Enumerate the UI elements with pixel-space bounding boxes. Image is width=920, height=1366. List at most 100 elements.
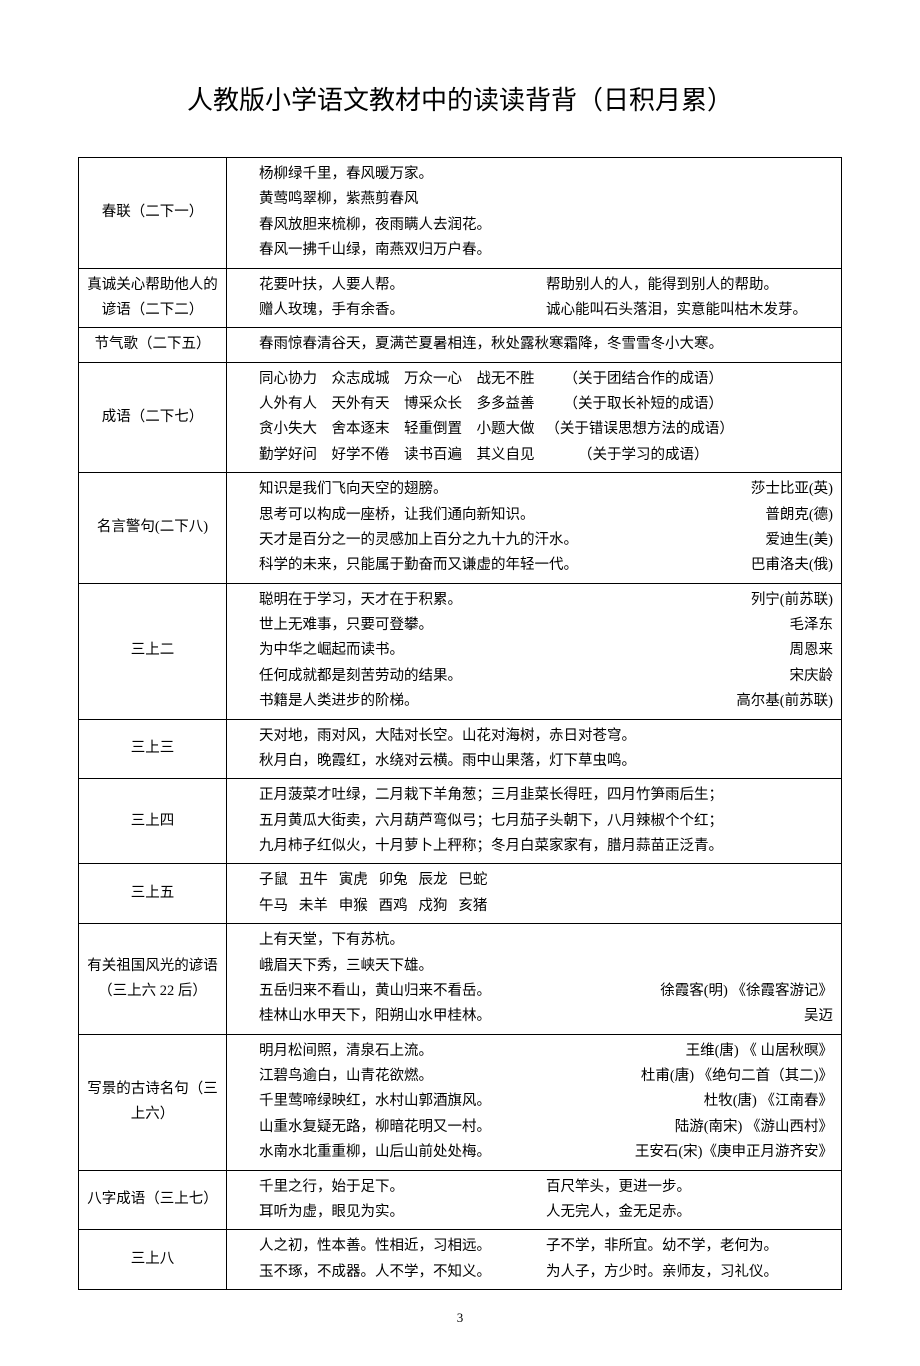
content-line-flex: 五岳归来不看山，黄山归来不看岳。 徐霞客(明) 《徐霞客游记》: [259, 979, 833, 1004]
line-right: 普朗克(德): [765, 503, 833, 528]
line-right: 王安石(宋)《庚申正月游齐安》: [635, 1140, 833, 1165]
content-two-col: 花要叶扶，人要人帮。帮助别人的人，能得到别人的帮助。: [259, 273, 833, 298]
line-right: 巴甫洛夫(俄): [751, 553, 833, 578]
col-right: 帮助别人的人，能得到别人的帮助。: [546, 273, 833, 298]
line-left: 桂林山水甲天下，阳朔山水甲桂林。: [259, 1004, 491, 1029]
table-row: 三上四正月菠菜才吐绿，二月栽下羊角葱；三月韭菜长得旺，四月竹笋雨后生；五月黄瓜大…: [79, 779, 842, 864]
line-right: 毛泽东: [688, 613, 833, 638]
row-content: 明月松间照，清泉石上流。 王维(唐) 《 山居秋暝》江碧鸟逾白，山青花欲燃。 杜甫(…: [227, 1034, 842, 1170]
content-line-flex: 水南水北重重柳，山后山前处处梅。 王安石(宋)《庚申正月游齐安》: [259, 1140, 833, 1165]
content-line: 杨柳绿千里，春风暖万家。: [259, 162, 833, 187]
content-line-flex: 聪明在于学习，天才在于积累。 列宁(前苏联): [259, 588, 833, 613]
line-left: 峨眉天下秀，三峡天下雄。: [259, 954, 433, 979]
row-label: 写景的古诗名句（三上六）: [79, 1034, 227, 1170]
row-content: 杨柳绿千里，春风暖万家。黄莺鸣翠柳，紫燕剪春风春风放胆来梳柳，夜雨瞒人去润花。春…: [227, 158, 842, 269]
row-content: 花要叶扶，人要人帮。帮助别人的人，能得到别人的帮助。赠人玫瑰，手有余香。诚心能叫…: [227, 268, 842, 328]
row-label: 三上二: [79, 583, 227, 719]
line-left: 科学的未来，只能属于勤奋而又谦虚的年轻一代。: [259, 553, 578, 578]
table-row: 真诚关心帮助他人的谚语（二下二）花要叶扶，人要人帮。帮助别人的人，能得到别人的帮…: [79, 268, 842, 328]
content-line-flex: 天才是百分之一的灵感加上百分之九十九的汗水。 爱迪生(美): [259, 528, 833, 553]
row-label: 名言警句(二下八): [79, 473, 227, 584]
row-label: 三上五: [79, 864, 227, 924]
content-line-flex: 世上无难事，只要可登攀。毛泽东: [259, 613, 833, 638]
table-row: 三上三天对地，雨对风，大陆对长空。山花对海树，赤日对苍穹。秋月白，晚霞红，水绕对…: [79, 719, 842, 779]
table-row: 春联（二下一）杨柳绿千里，春风暖万家。黄莺鸣翠柳，紫燕剪春风春风放胆来梳柳，夜雨…: [79, 158, 842, 269]
line-left: 知识是我们飞向天空的翅膀。: [259, 477, 448, 502]
content-table: 春联（二下一）杨柳绿千里，春风暖万家。黄莺鸣翠柳，紫燕剪春风春风放胆来梳柳，夜雨…: [78, 157, 842, 1290]
col-left: 玉不琢，不成器。人不学，不知义。: [259, 1260, 546, 1285]
content-line: 贪小失大 舍本逐末 轻重倒置 小题大做 （关于错误思想方法的成语）: [259, 417, 833, 442]
content-line: 天对地，雨对风，大陆对长空。山花对海树，赤日对苍穹。: [259, 724, 833, 749]
line-right: 陆游(南宋) 《游山西村》: [675, 1115, 833, 1140]
content-line-flex: 为中华之崛起而读书。周恩来: [259, 638, 833, 663]
row-content: 人之初，性本善。性相近，习相远。子不学，非所宜。幼不学，老何为。玉不琢，不成器。…: [227, 1230, 842, 1290]
col-left: 花要叶扶，人要人帮。: [259, 273, 546, 298]
col-right: 百尺竿头，更进一步。: [546, 1175, 833, 1200]
content-line-flex: 书籍是人类进步的阶梯。高尔基(前苏联): [259, 689, 833, 714]
line-right: 徐霞客(明) 《徐霞客游记》: [660, 979, 833, 1004]
content-line: 勤学好问 好学不倦 读书百遍 其义自见 （关于学习的成语）: [259, 443, 833, 468]
row-content: 正月菠菜才吐绿，二月栽下羊角葱；三月韭菜长得旺，四月竹笋雨后生；五月黄瓜大街卖，…: [227, 779, 842, 864]
line-left: 山重水复疑无路，柳暗花明又一村。: [259, 1115, 491, 1140]
line-right: 宋庆龄: [746, 664, 833, 689]
row-label: 成语（二下七）: [79, 362, 227, 473]
col-right: 子不学，非所宜。幼不学，老何为。: [546, 1234, 833, 1259]
row-content: 上有天堂，下有苏杭。峨眉天下秀，三峡天下雄。五岳归来不看山，黄山归来不看岳。 徐霞…: [227, 924, 842, 1035]
content-line: 午马 未羊 申猴 酉鸡 戍狗 亥猪: [259, 894, 833, 919]
col-left: 千里之行，始于足下。: [259, 1175, 546, 1200]
line-right: 莎士比亚(英): [751, 477, 833, 502]
content-line-flex: 任何成就都是刻苦劳动的结果。宋庆龄: [259, 664, 833, 689]
table-row: 节气歌（二下五）春雨惊春清谷天，夏满芒夏暑相连，秋处露秋寒霜降，冬雪雪冬小大寒。: [79, 328, 842, 362]
content-line: 五月黄瓜大街卖，六月葫芦弯似弓；七月茄子头朝下，八月辣椒个个红；: [259, 809, 833, 834]
line-left: 上有天堂，下有苏杭。: [259, 928, 404, 953]
row-label: 真诚关心帮助他人的谚语（二下二）: [79, 268, 227, 328]
content-line-flex: 千里莺啼绿映红，水村山郭酒旗风。杜牧(唐) 《江南春》: [259, 1089, 833, 1114]
line-left: 水南水北重重柳，山后山前处处梅。: [259, 1140, 491, 1165]
line-right: 杜牧(唐) 《江南春》: [704, 1089, 833, 1114]
line-right: 杜甫(唐) 《绝句二首（其二)》: [641, 1064, 833, 1089]
line-left: 聪明在于学习，天才在于积累。: [259, 588, 462, 613]
col-right: 人无完人，金无足赤。: [546, 1200, 833, 1225]
content-line-flex: 桂林山水甲天下，阳朔山水甲桂林。吴迈: [259, 1004, 833, 1029]
content-two-col: 玉不琢，不成器。人不学，不知义。为人子，方少时。亲师友，习礼仪。: [259, 1260, 833, 1285]
table-row: 三上五子鼠 丑牛 寅虎 卯兔 辰龙 巳蛇午马 未羊 申猴 酉鸡 戍狗 亥猪: [79, 864, 842, 924]
line-left: 江碧鸟逾白，山青花欲燃。: [259, 1064, 433, 1089]
col-right: 为人子，方少时。亲师友，习礼仪。: [546, 1260, 833, 1285]
table-row: 名言警句(二下八) 知识是我们飞向天空的翅膀。 莎士比亚(英)思考可以构成一座桥，让…: [79, 473, 842, 584]
row-content: 天对地，雨对风，大陆对长空。山花对海树，赤日对苍穹。秋月白，晚霞红，水绕对云横。…: [227, 719, 842, 779]
content-line-flex: 山重水复疑无路，柳暗花明又一村。 陆游(南宋) 《游山西村》: [259, 1115, 833, 1140]
page-number: 3: [78, 1310, 842, 1326]
content-two-col: 人之初，性本善。性相近，习相远。子不学，非所宜。幼不学，老何为。: [259, 1234, 833, 1259]
line-right: 爱迪生(美): [765, 528, 833, 553]
table-row: 有关祖国风光的谚语（三上六 22 后）上有天堂，下有苏杭。峨眉天下秀，三峡天下雄…: [79, 924, 842, 1035]
row-label: 三上八: [79, 1230, 227, 1290]
line-left: 明月松间照，清泉石上流。: [259, 1039, 433, 1064]
page-title: 人教版小学语文教材中的读读背背（日积月累）: [78, 80, 842, 117]
table-row: 成语（二下七）同心协力 众志成城 万众一心 战无不胜 （关于团结合作的成语）人外…: [79, 362, 842, 473]
content-line-flex: 明月松间照，清泉石上流。 王维(唐) 《 山居秋暝》: [259, 1039, 833, 1064]
line-left: 书籍是人类进步的阶梯。: [259, 689, 419, 714]
content-line: 春风一拂千山绿，南燕双归万户春。: [259, 238, 833, 263]
line-left: 为中华之崛起而读书。: [259, 638, 404, 663]
content-line: 人外有人 天外有天 博采众长 多多益善 （关于取长补短的成语）: [259, 392, 833, 417]
row-content: 千里之行，始于足下。百尺竿头，更进一步。耳听为虚，眼见为实。人无完人，金无足赤。: [227, 1170, 842, 1230]
content-line-flex: 江碧鸟逾白，山青花欲燃。 杜甫(唐) 《绝句二首（其二)》: [259, 1064, 833, 1089]
line-right: 列宁(前苏联): [678, 588, 833, 613]
row-content: 春雨惊春清谷天，夏满芒夏暑相连，秋处露秋寒霜降，冬雪雪冬小大寒。: [227, 328, 842, 362]
row-content: 子鼠 丑牛 寅虎 卯兔 辰龙 巳蛇午马 未羊 申猴 酉鸡 戍狗 亥猪: [227, 864, 842, 924]
line-left: 五岳归来不看山，黄山归来不看岳。: [259, 979, 491, 1004]
line-right: 王维(唐) 《 山居秋暝》: [686, 1039, 833, 1064]
content-line-flex: 知识是我们飞向天空的翅膀。 莎士比亚(英): [259, 477, 833, 502]
content-line-flex: 科学的未来，只能属于勤奋而又谦虚的年轻一代。 巴甫洛夫(俄): [259, 553, 833, 578]
table-row: 写景的古诗名句（三上六）明月松间照，清泉石上流。王维(唐) 《 山居秋暝》江碧鸟…: [79, 1034, 842, 1170]
row-content: 同心协力 众志成城 万众一心 战无不胜 （关于团结合作的成语）人外有人 天外有天…: [227, 362, 842, 473]
content-line: 黄莺鸣翠柳，紫燕剪春风: [259, 187, 833, 212]
content-line-flex: 思考可以构成一座桥，让我们通向新知识。普朗克(德): [259, 503, 833, 528]
col-left: 耳听为虚，眼见为实。: [259, 1200, 546, 1225]
col-right: 诚心能叫石头落泪，实意能叫枯木发芽。: [546, 298, 833, 323]
line-left: 天才是百分之一的灵感加上百分之九十九的汗水。: [259, 528, 578, 553]
content-line-flex: 峨眉天下秀，三峡天下雄。: [259, 954, 833, 979]
table-row: 八字成语（三上七）千里之行，始于足下。百尺竿头，更进一步。耳听为虚，眼见为实。人…: [79, 1170, 842, 1230]
content-two-col: 千里之行，始于足下。百尺竿头，更进一步。: [259, 1175, 833, 1200]
content-line: 子鼠 丑牛 寅虎 卯兔 辰龙 巳蛇: [259, 868, 833, 893]
